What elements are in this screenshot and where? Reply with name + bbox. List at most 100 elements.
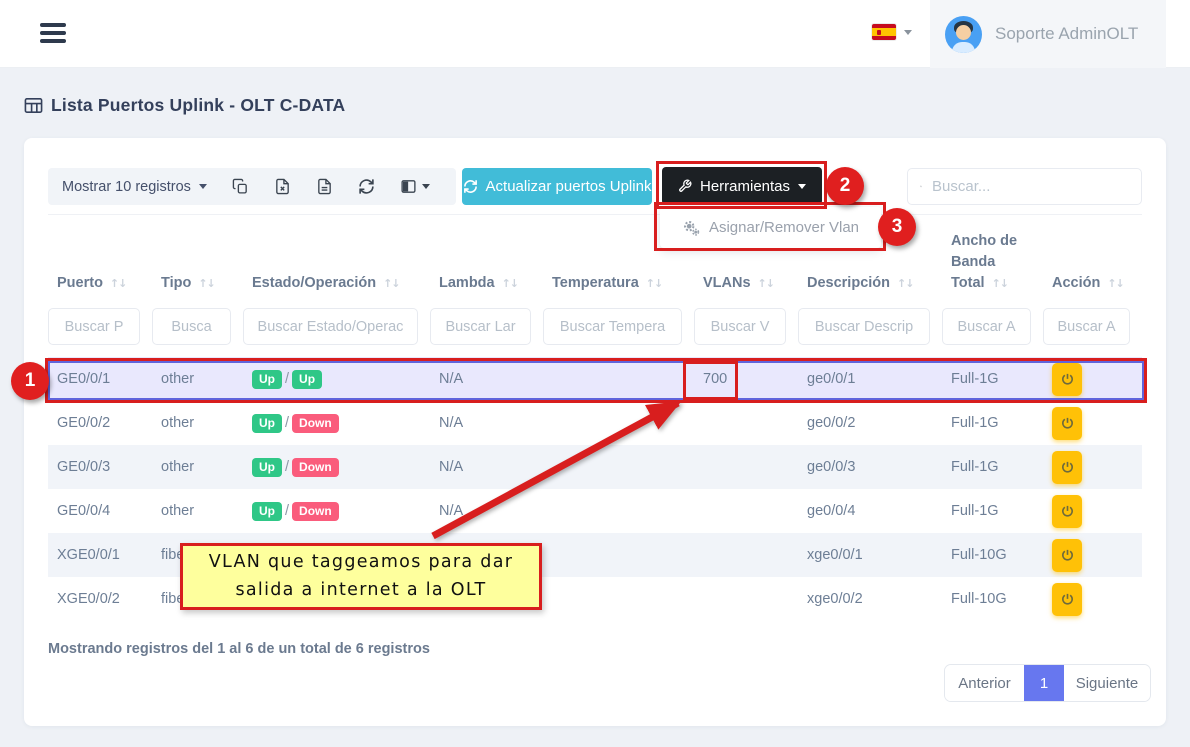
filter-tipo-input[interactable] — [152, 308, 231, 345]
col-estado[interactable]: Estado/Operación ↑↓ — [252, 274, 401, 291]
table-toolbar: Mostrar 10 registros — [48, 168, 456, 205]
power-toggle-button[interactable] — [1052, 362, 1082, 396]
sort-icon[interactable]: ↑↓ — [1107, 276, 1124, 290]
search-input[interactable] — [932, 178, 1131, 195]
sort-icon[interactable]: ↑↓ — [198, 276, 215, 290]
status-badge: Down — [292, 457, 339, 477]
menu-item-asignar-remover-vlan[interactable]: Asignar/Remover Vlan — [660, 207, 881, 248]
avatar — [945, 15, 982, 53]
spain-flag-icon — [872, 24, 896, 40]
col-descripcion[interactable]: Descripción ↑↓ — [807, 274, 914, 291]
table-row-ge0-0-4[interactable]: GE0/0/4 other Up / Down N/A ge0/0/4 Full-1… — [48, 489, 1142, 533]
header-row: Puerto ↑↓ Tipo ↑↓ Estado/Operación ↑↓ Lambd… — [48, 224, 1142, 308]
refresh-icon — [359, 179, 374, 194]
status-badge: Up — [252, 457, 282, 477]
power-toggle-button[interactable] — [1052, 450, 1082, 484]
sort-icon[interactable]: ↑↓ — [991, 276, 1009, 290]
col-accion[interactable]: Acción ↑↓ — [1052, 274, 1125, 291]
file-text-icon — [318, 178, 331, 195]
top-navbar: Soporte AdminOLT — [0, 0, 1190, 68]
ports-card: Mostrar 10 registros — [24, 138, 1166, 726]
reload-table-button[interactable] — [358, 178, 375, 195]
status-badge: Up — [252, 413, 282, 433]
chevron-down-icon — [904, 29, 912, 35]
table-search — [907, 168, 1142, 205]
user-menu[interactable]: Soporte AdminOLT — [930, 0, 1166, 68]
filter-lambda-input[interactable] — [430, 308, 531, 345]
update-uplink-ports-button[interactable]: Actualizar puertos Uplink — [462, 168, 652, 205]
power-toggle-button[interactable] — [1052, 538, 1082, 572]
filter-temperatura-input[interactable] — [543, 308, 682, 345]
records-summary: Mostrando registros del 1 al 6 de un tot… — [48, 641, 430, 657]
export-file-button[interactable] — [316, 178, 333, 195]
pagination-prev[interactable]: Anterior — [945, 665, 1024, 701]
table-row-xge0-0-2[interactable]: XGE0/0/2 fiber xge0/0/2 Full-10G — [48, 577, 1142, 621]
annotation-step-2: 2 — [826, 167, 864, 205]
col-ancho[interactable]: Ancho de Banda Total ↑↓ — [951, 232, 1018, 291]
pagination-next[interactable]: Siguiente — [1064, 665, 1150, 701]
filter-row — [48, 308, 1142, 357]
table-row-ge0-0-3[interactable]: GE0/0/3 other Up / Down N/A ge0/0/3 Full-1… — [48, 445, 1142, 489]
power-toggle-button[interactable] — [1052, 494, 1082, 528]
power-icon — [1061, 461, 1073, 473]
export-excel-button[interactable] — [274, 178, 291, 195]
table-row-ge0-0-1[interactable]: GE0/0/1 other Up / Up N/A 700 ge0/0/1 Full… — [48, 357, 1142, 401]
sort-icon[interactable]: ↑↓ — [757, 276, 775, 290]
wrench-icon — [679, 179, 692, 192]
annotation-step-3: 3 — [878, 208, 916, 246]
filter-puerto-input[interactable] — [48, 308, 140, 345]
search-icon — [920, 185, 922, 188]
power-toggle-button[interactable] — [1052, 406, 1082, 440]
menu-toggle-icon[interactable] — [40, 23, 66, 45]
language-dropdown[interactable] — [872, 24, 912, 40]
status-badge: Down — [292, 413, 339, 433]
excel-file-icon — [276, 178, 289, 195]
col-puerto[interactable]: Puerto ↑↓ — [57, 274, 127, 291]
annotation-box-herramientas — [656, 161, 827, 209]
annotation-callout: VLAN que taggeamos para dar salida a int… — [180, 543, 542, 610]
copy-button[interactable] — [232, 178, 249, 195]
filter-vlans-input[interactable] — [694, 308, 786, 345]
power-toggle-button[interactable] — [1052, 582, 1082, 616]
status-badge: Up — [252, 369, 282, 389]
user-name: Soporte AdminOLT — [995, 24, 1139, 43]
power-icon — [1061, 373, 1073, 385]
col-temperatura[interactable]: Temperatura ↑↓ — [552, 274, 663, 291]
column-visibility-button[interactable] — [400, 178, 430, 195]
annotation-box-vlan-700 — [683, 361, 738, 400]
chevron-down-icon — [421, 184, 430, 189]
sort-icon[interactable]: ↑↓ — [645, 276, 663, 290]
status-badge: Up — [252, 501, 282, 521]
filter-estado-input[interactable] — [243, 308, 418, 345]
refresh-icon — [463, 180, 477, 193]
sort-icon[interactable]: ↑↓ — [109, 276, 127, 290]
show-entries-dropdown[interactable]: Mostrar 10 registros — [62, 179, 207, 195]
page-title: Lista Puertos Uplink - OLT C-DATA — [24, 95, 345, 116]
table-icon — [24, 98, 43, 113]
sort-icon[interactable]: ↑↓ — [383, 276, 400, 290]
filter-accion-input[interactable] — [1043, 308, 1130, 345]
columns-icon — [401, 180, 416, 193]
annotation-box-menu-item — [654, 202, 886, 251]
chevron-down-icon — [198, 184, 207, 189]
chevron-down-icon — [798, 183, 807, 189]
status-badge: Up — [292, 369, 323, 389]
pagination-page-1[interactable]: 1 — [1024, 665, 1064, 701]
sort-icon[interactable]: ↑↓ — [897, 276, 914, 290]
filter-ancho-input[interactable] — [942, 308, 1031, 345]
tools-dropdown-button[interactable]: Herramientas — [662, 167, 822, 205]
col-tipo[interactable]: Tipo ↑↓ — [161, 274, 216, 291]
annotation-box-row — [45, 358, 1147, 403]
sort-icon[interactable]: ↑↓ — [501, 276, 519, 290]
col-lambda[interactable]: Lambda ↑↓ — [439, 274, 519, 291]
col-vlans[interactable]: VLANs ↑↓ — [703, 274, 775, 291]
pagination: Anterior 1 Siguiente — [945, 665, 1150, 701]
copy-icon — [232, 178, 247, 194]
power-icon — [1061, 417, 1073, 429]
status-badge: Down — [292, 501, 339, 521]
annotation-step-1: 1 — [11, 362, 49, 400]
table-row-ge0-0-2[interactable]: GE0/0/2 other Up / Down N/A ge0/0/2 Full-1… — [48, 401, 1142, 445]
filter-descripcion-input[interactable] — [798, 308, 930, 345]
power-icon — [1061, 505, 1073, 517]
